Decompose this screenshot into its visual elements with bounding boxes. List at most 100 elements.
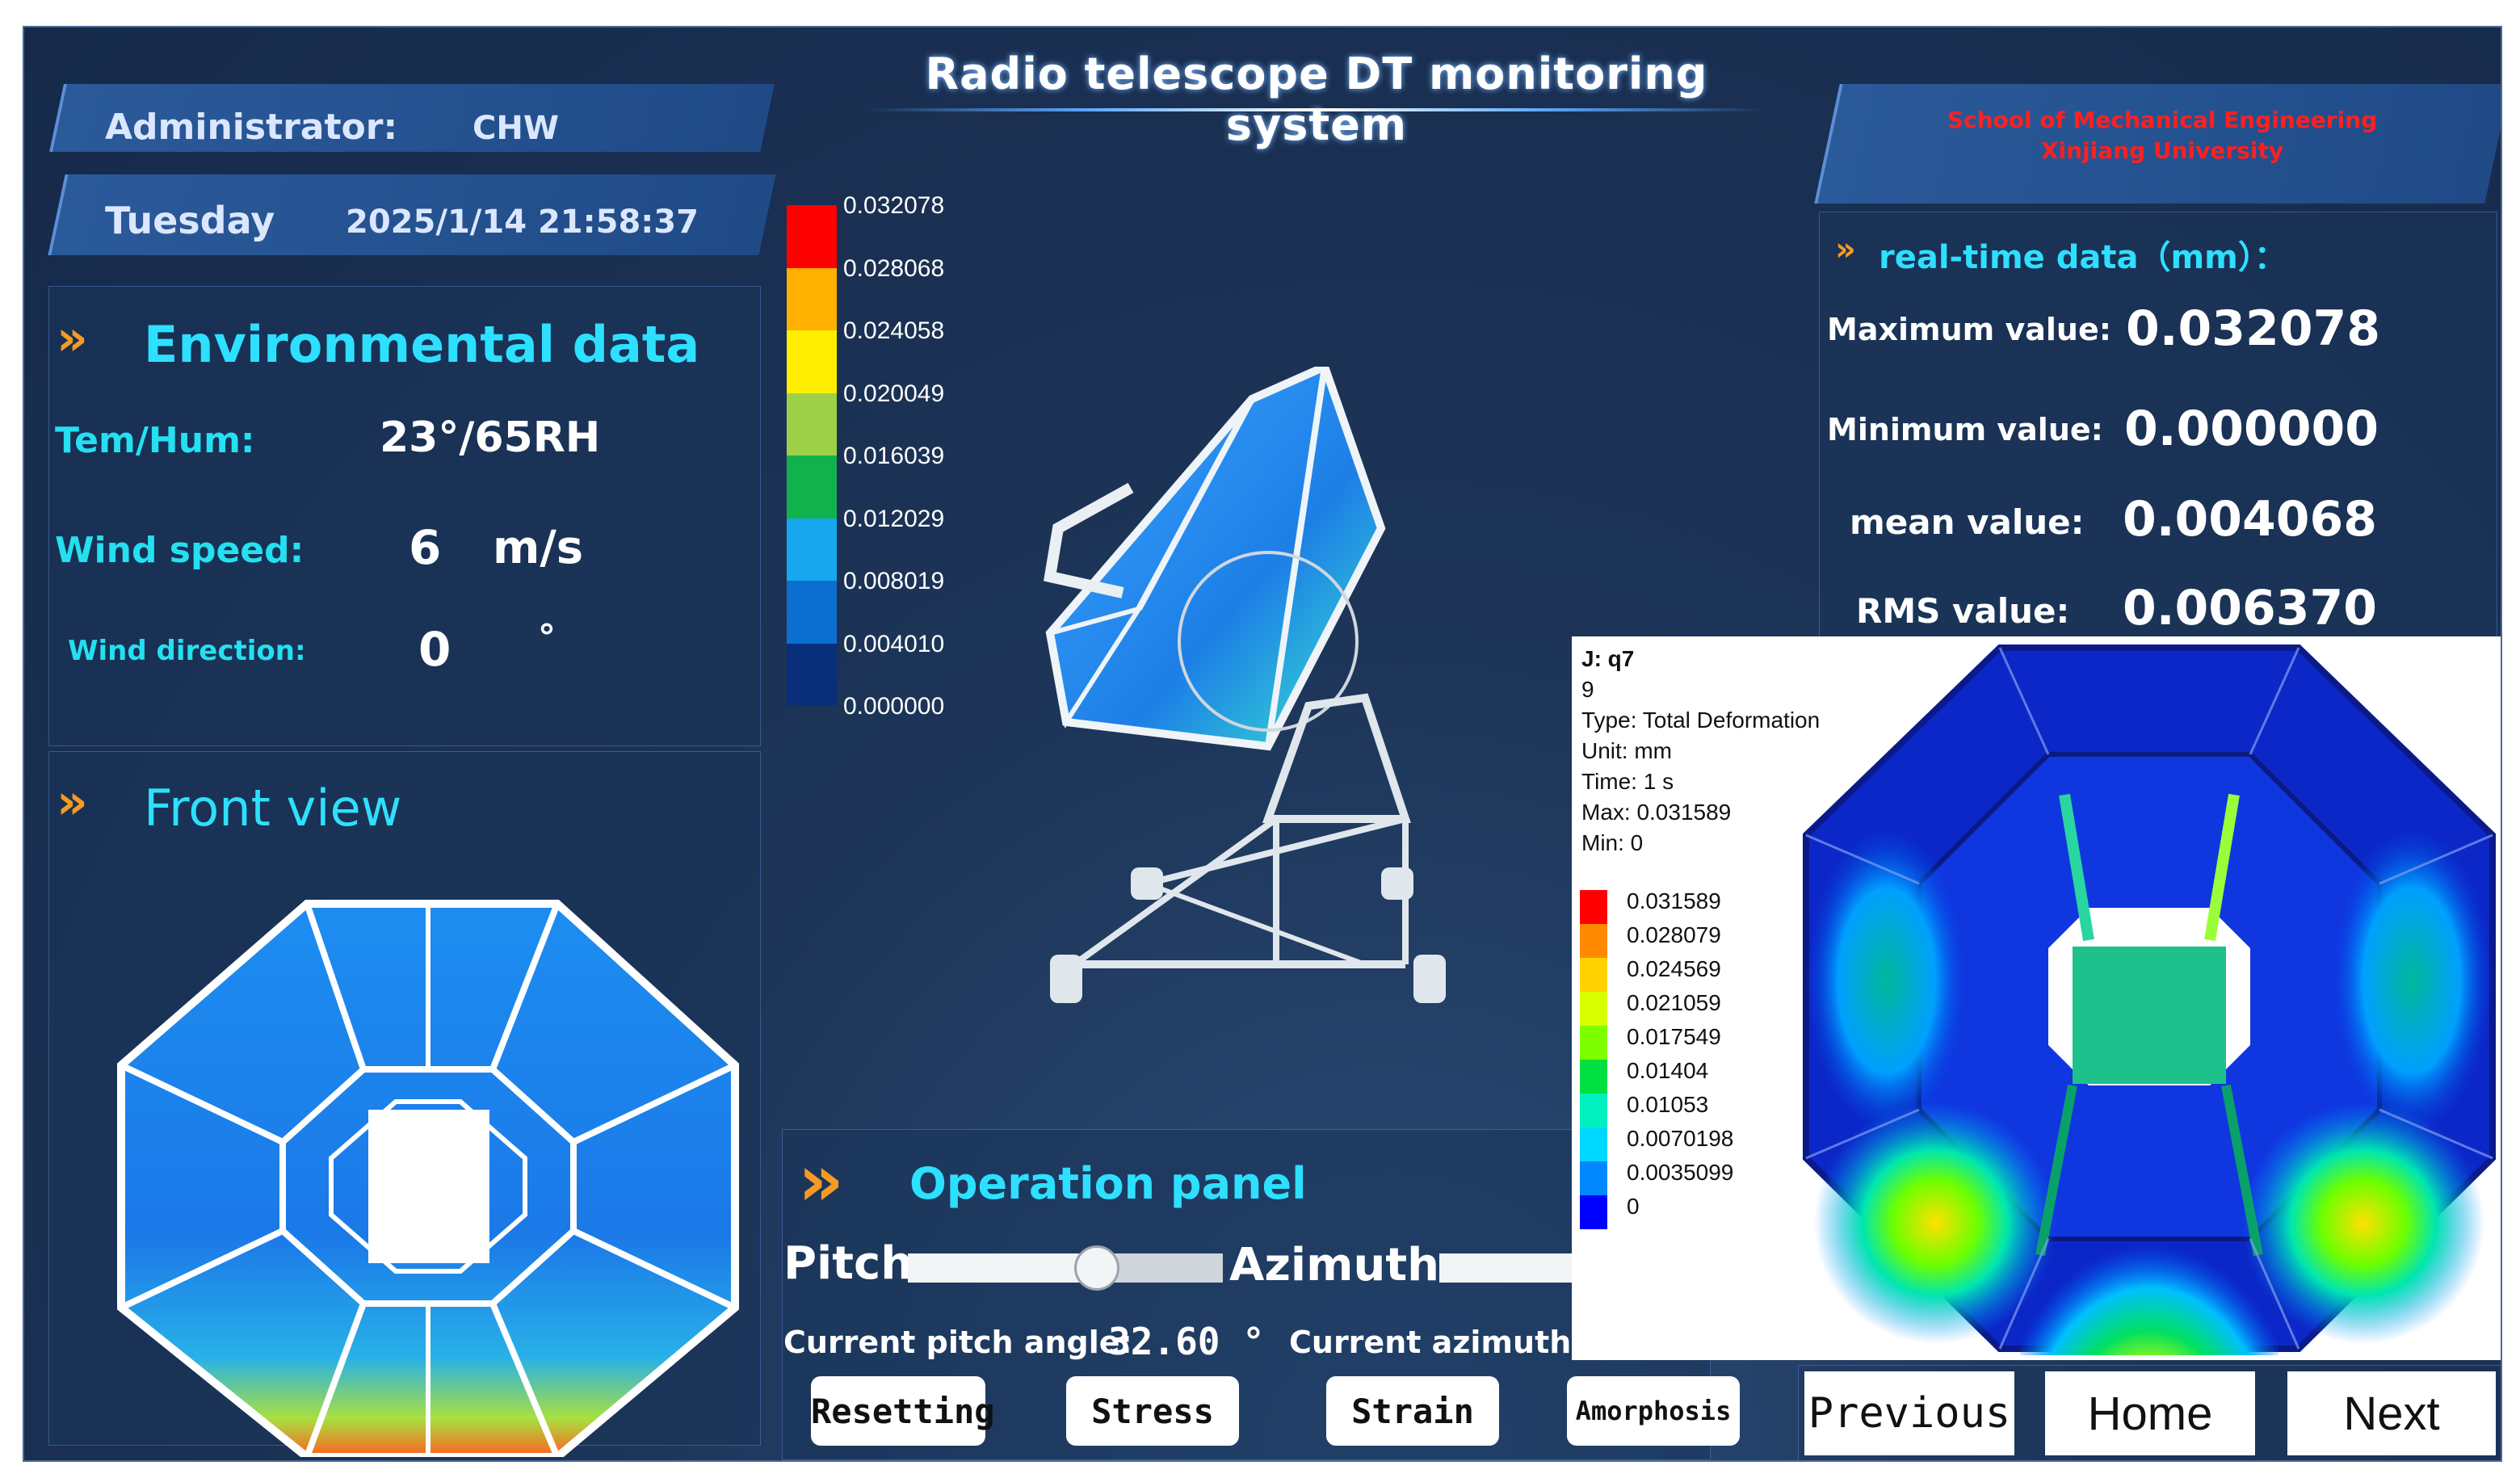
legend-swatch — [787, 205, 837, 268]
azimuth-label: Azimuth — [1229, 1239, 1439, 1291]
tem-hum-value: 23°/65RH — [380, 414, 601, 462]
fem-result-image: J: q7 9 Type: Total Deformation Unit: mm… — [1572, 636, 2501, 1360]
wind-direction-unit: ° — [538, 617, 556, 658]
legend-color-bar — [787, 205, 837, 706]
fem-legend-swatch — [1580, 924, 1607, 958]
legend-swatch — [787, 330, 837, 393]
operation-title: Operation panel — [909, 1158, 1307, 1209]
azimuth-angle-label: Current azimuth: — [1289, 1325, 1584, 1360]
chevron-right-icon: » — [57, 774, 88, 830]
title-bar: Radio telescope DT monitoring system — [832, 27, 1801, 150]
fem-contour-image — [1803, 645, 2496, 1355]
max-value-label: Maximum value: — [1827, 312, 2111, 347]
mean-value: 0.004068 — [2123, 491, 2378, 548]
school-name: School of Mechanical Engineering Xinjian… — [1827, 105, 2497, 166]
pitch-angle-label: Current pitch angle: — [783, 1325, 1132, 1360]
title-underline — [864, 108, 1769, 111]
app-window: Radio telescope DT monitoring system Adm… — [23, 26, 2502, 1462]
fem-type: Type: Total Deformation — [1581, 708, 1821, 733]
fem-line: 9 — [1581, 677, 1594, 702]
stress-button[interactable]: Stress — [1066, 1376, 1239, 1446]
pitch-slider-thumb[interactable] — [1074, 1245, 1119, 1291]
fem-legend-label: 0.031589 — [1627, 888, 1721, 913]
pitch-slider-fill — [908, 1253, 1097, 1283]
fem-max: Max: 0.031589 — [1581, 800, 1732, 825]
legend-swatch — [787, 581, 837, 644]
chevron-right-icon: » — [1835, 231, 1856, 268]
legend-tick-label: 0.000000 — [843, 693, 945, 720]
fem-legend-label: 0.01053 — [1627, 1092, 1709, 1117]
fem-legend-label: 0.0035099 — [1627, 1160, 1734, 1185]
legend-tick-label: 0.016039 — [843, 443, 945, 469]
school-line-2: Xinjiang University — [2040, 137, 2284, 164]
fem-time: Time: 1 s — [1581, 769, 1674, 794]
resetting-button[interactable]: Resetting — [811, 1376, 995, 1446]
fem-legend-label: 0.017549 — [1627, 1024, 1721, 1049]
strain-button[interactable]: Strain — [1326, 1376, 1499, 1446]
fem-legend-swatch — [1580, 992, 1607, 1026]
legend-swatch — [787, 393, 837, 456]
wind-speed-value: 6 — [409, 520, 442, 575]
min-value: 0.000000 — [2124, 401, 2379, 457]
admin-label: Administrator: — [105, 107, 398, 148]
legend-swatch — [787, 518, 837, 581]
fem-legend-swatch — [1580, 1060, 1607, 1094]
fem-legend-label: 0.024569 — [1627, 956, 1721, 981]
deformation-legend: 0.032078 0.028068 0.024058 0.020049 0.016039… — [787, 192, 964, 746]
rms-value-label: RMS value: — [1856, 591, 2070, 631]
legend-tick-label: 0.028068 — [843, 254, 945, 282]
legend-tick-label: 0.008019 — [843, 568, 945, 594]
chevron-right-icon: » — [798, 1139, 844, 1222]
fem-legend-swatch — [1580, 890, 1607, 924]
tem-hum-label: Tem/Hum: — [55, 420, 255, 461]
min-value-label: Minimum value: — [1827, 412, 2103, 447]
fem-legend-label: 0.0070198 — [1627, 1126, 1734, 1151]
legend-tick-label: 0.020049 — [843, 380, 945, 407]
fem-legend-label: 0.021059 — [1627, 990, 1721, 1015]
max-value: 0.032078 — [2126, 300, 2381, 357]
fem-legend-label: 0 — [1627, 1194, 1640, 1219]
legend-swatch — [787, 643, 837, 706]
front-view-title: Front view — [144, 779, 402, 838]
fem-legend-label: 0.01404 — [1627, 1058, 1709, 1083]
pitch-label: Pitch — [783, 1237, 914, 1290]
legend-swatch — [787, 267, 837, 330]
legend-tick-label: 0.004010 — [843, 630, 945, 657]
fem-legend-swatch — [1580, 1094, 1607, 1127]
realtime-panel — [1819, 212, 2497, 664]
fem-min: Min: 0 — [1581, 830, 1644, 855]
wind-speed-label: Wind speed: — [55, 530, 304, 571]
fem-legend-swatch — [1580, 1127, 1607, 1161]
azimuth-slider[interactable] — [1439, 1253, 1572, 1283]
pitch-slider[interactable] — [908, 1245, 1223, 1291]
amorphosis-button[interactable]: Amorphosis — [1567, 1376, 1740, 1446]
next-button[interactable]: Next — [2287, 1371, 2496, 1455]
fem-legend-swatch — [1580, 958, 1607, 992]
front-view-image — [117, 900, 739, 1457]
home-button[interactable]: Home — [2045, 1371, 2255, 1455]
realtime-title: real-time data（mm）： — [1879, 239, 2287, 276]
telescope-model-image — [1044, 367, 1446, 1003]
school-line-1: School of Mechanical Engineering — [1947, 107, 2378, 133]
previous-button[interactable]: Previous — [1804, 1371, 2014, 1455]
fem-legend-label: 0.028079 — [1627, 922, 1721, 947]
pitch-angle-value: 32.60 ° — [1108, 1320, 1265, 1363]
datetime-value: 2025/1/14 21:58:37 — [346, 204, 699, 241]
fem-legend-swatch — [1580, 1195, 1607, 1229]
rms-value: 0.006370 — [2123, 580, 2378, 636]
legend-tick-label: 0.012029 — [843, 505, 945, 532]
chevron-right-icon: » — [57, 310, 88, 367]
fem-legend-swatch — [1580, 1026, 1607, 1060]
legend-labels: 0.032078 0.028068 0.024058 0.020049 0.016039… — [840, 192, 969, 746]
environment-panel — [48, 286, 761, 746]
wind-direction-value: 0 — [418, 622, 452, 677]
fem-title: J: q7 — [1581, 646, 1635, 671]
admin-value: CHW — [472, 110, 559, 147]
fem-legend-swatch — [1580, 1161, 1607, 1195]
wind-direction-label: Wind direction: — [68, 635, 306, 667]
environment-title: Environmental data — [144, 315, 700, 374]
day-label: Tuesday — [105, 199, 275, 242]
fem-unit: Unit: mm — [1581, 738, 1672, 763]
wind-speed-unit: m/s — [493, 522, 584, 574]
legend-swatch — [787, 456, 837, 519]
